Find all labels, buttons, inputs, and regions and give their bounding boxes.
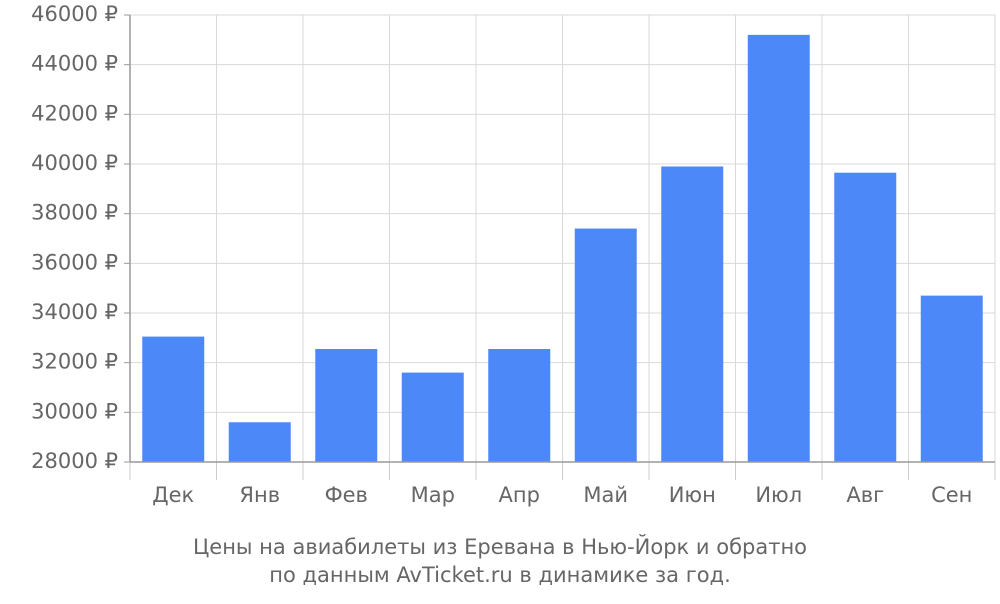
chart-title: Цены на авиабилеты из Еревана в Нью-Йорк… [193, 534, 807, 559]
bar [920, 295, 983, 462]
x-tick-label: Апр [499, 483, 540, 507]
x-tick-label: Янв [239, 483, 280, 507]
y-tick-label: 38000 ₽ [31, 201, 118, 225]
x-tick-label: Дек [152, 483, 194, 507]
x-tick-label: Июл [755, 483, 802, 507]
y-tick-label: 28000 ₽ [31, 449, 118, 473]
bar [228, 422, 291, 462]
chart-title: по данным AvTicket.ru в динамике за год. [269, 563, 731, 587]
bar [747, 34, 810, 462]
x-tick-label: Июн [669, 483, 716, 507]
x-tick-label: Мар [411, 483, 455, 507]
y-tick-label: 36000 ₽ [31, 250, 118, 274]
bar [488, 349, 551, 462]
bar [401, 372, 464, 462]
y-tick-label: 34000 ₽ [31, 300, 118, 324]
bar [142, 336, 205, 462]
bar [574, 228, 637, 462]
y-tick-label: 30000 ₽ [31, 399, 118, 423]
bar [315, 349, 378, 462]
y-tick-label: 44000 ₽ [31, 52, 118, 76]
bar [834, 172, 897, 463]
y-tick-label: 32000 ₽ [31, 350, 118, 374]
y-tick-label: 46000 ₽ [31, 2, 118, 26]
x-tick-label: Авг [846, 483, 884, 507]
x-tick-label: Май [583, 483, 628, 507]
bar [661, 166, 724, 462]
x-tick-label: Сен [931, 483, 972, 507]
y-tick-label: 40000 ₽ [31, 151, 118, 175]
y-tick-label: 42000 ₽ [31, 101, 118, 125]
x-tick-label: Фев [325, 483, 368, 507]
